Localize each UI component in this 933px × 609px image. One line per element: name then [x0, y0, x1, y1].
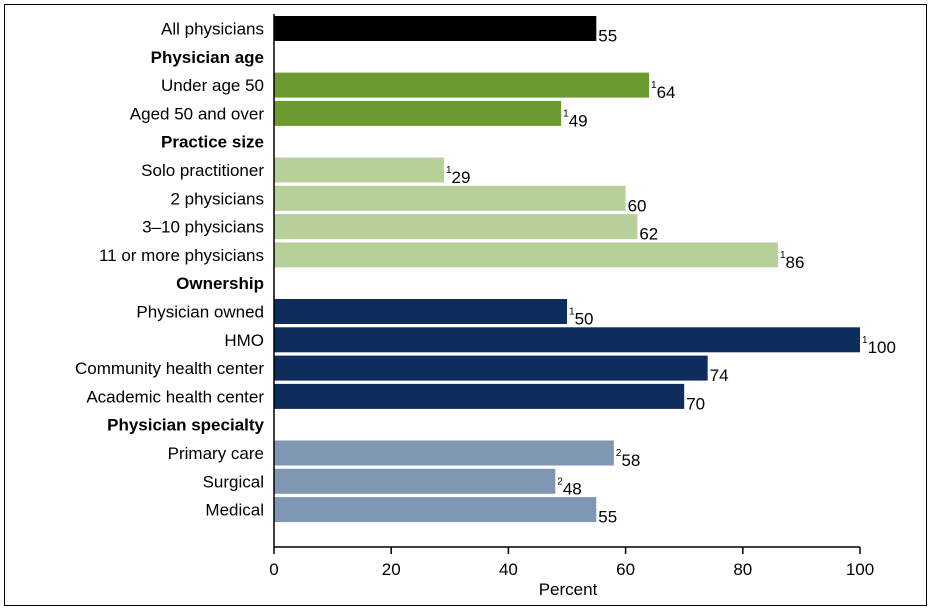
bar — [274, 100, 562, 126]
data-value: 29 — [452, 168, 471, 187]
category-label: Under age 50 — [161, 76, 264, 95]
data-label: 150 — [569, 307, 593, 329]
data-label: 60 — [628, 196, 647, 215]
category-label: Physician owned — [136, 303, 264, 322]
bar — [274, 214, 638, 240]
group-header-label: Physician age — [151, 48, 264, 67]
bar — [274, 299, 567, 324]
data-value: 86 — [786, 253, 805, 272]
bar — [274, 497, 597, 523]
data-label: 55 — [598, 508, 617, 527]
x-tick-label: 60 — [616, 560, 635, 579]
data-label: 258 — [616, 448, 640, 470]
bar — [274, 440, 614, 466]
bar — [274, 157, 444, 183]
category-label: Aged 50 and over — [130, 104, 265, 123]
footnote-marker: 1 — [569, 307, 575, 318]
data-label: 1100 — [862, 335, 896, 357]
data-value: 58 — [621, 451, 640, 470]
category-label: Primary care — [168, 444, 264, 463]
bar — [274, 468, 556, 494]
group-header-label: Physician specialty — [107, 416, 264, 435]
bar — [274, 327, 860, 353]
category-label: HMO — [224, 331, 264, 350]
group-header-label: Ownership — [176, 274, 264, 293]
bar — [274, 383, 685, 409]
category-label: All physicians — [161, 20, 264, 39]
x-tick-label: 40 — [499, 560, 518, 579]
data-label: 186 — [780, 250, 804, 272]
data-label: 129 — [446, 165, 470, 187]
data-value: 49 — [569, 111, 588, 130]
data-value: 50 — [575, 310, 594, 329]
data-label: 62 — [639, 225, 658, 244]
category-label: Community health center — [75, 359, 264, 378]
bar — [274, 16, 597, 41]
data-label: 74 — [710, 366, 729, 385]
category-label: 3–10 physicians — [142, 218, 264, 237]
bar — [274, 355, 708, 381]
category-label: Surgical — [203, 472, 264, 491]
x-tick-label: 100 — [846, 560, 874, 579]
x-tick-label: 0 — [269, 560, 278, 579]
category-label: Academic health center — [86, 387, 264, 406]
footnote-marker: 1 — [563, 108, 569, 119]
footnote-marker: 1 — [446, 165, 452, 176]
data-value: 48 — [563, 479, 582, 498]
x-tick-label: 20 — [382, 560, 401, 579]
x-tick-label: 80 — [733, 560, 752, 579]
x-axis-label: Percent — [539, 580, 598, 599]
category-label: Medical — [205, 501, 264, 520]
category-label: 2 physicians — [170, 189, 264, 208]
data-label: 55 — [598, 27, 617, 46]
footnote-marker: 1 — [862, 335, 868, 346]
category-label: Solo practitioner — [141, 161, 264, 180]
data-label: 149 — [563, 108, 587, 130]
footnote-marker: 1 — [780, 250, 786, 261]
category-label: 11 or more physicians — [99, 246, 264, 265]
data-label: 70 — [686, 394, 705, 413]
group-header-label: Practice size — [161, 133, 264, 152]
data-label: 164 — [651, 80, 675, 102]
bar — [274, 185, 626, 211]
footnote-marker: 2 — [616, 448, 622, 459]
data-value: 100 — [868, 338, 896, 357]
bar — [274, 242, 778, 268]
footnote-marker: 2 — [557, 476, 563, 487]
footnote-marker: 1 — [651, 80, 657, 91]
bar — [274, 72, 650, 98]
data-label: 248 — [557, 476, 581, 498]
data-value: 64 — [657, 83, 676, 102]
